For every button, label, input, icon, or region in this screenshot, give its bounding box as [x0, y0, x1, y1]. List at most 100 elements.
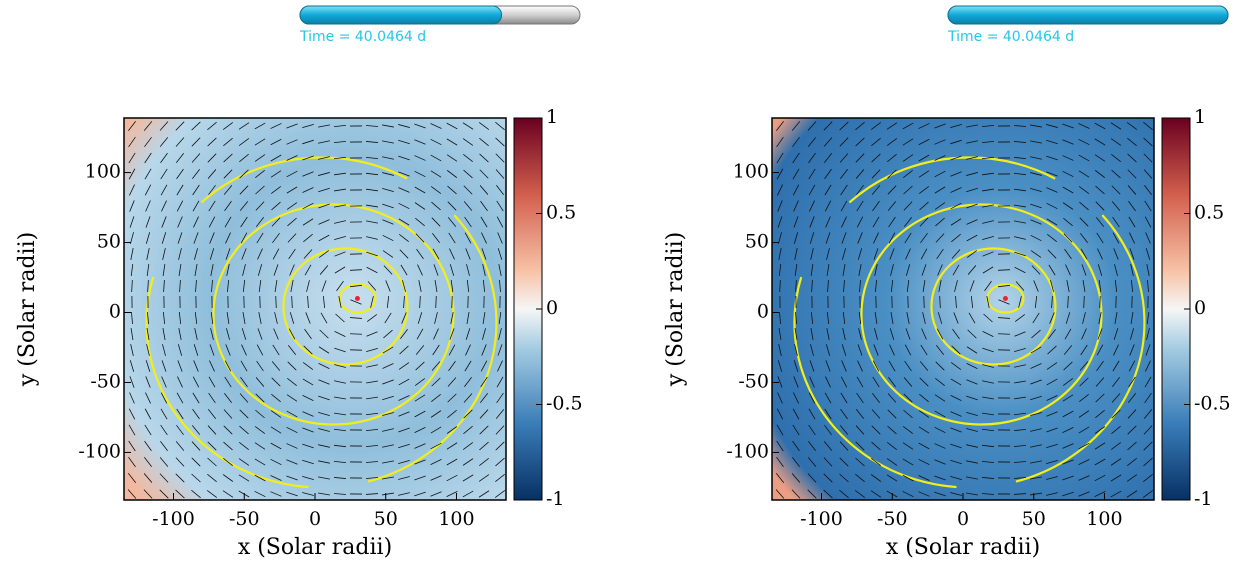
- velocity-arrow: [239, 425, 249, 435]
- velocity-arrow: [287, 233, 297, 243]
- velocity-arrow: [302, 476, 314, 480]
- velocity-arrow: [776, 440, 784, 452]
- velocity-arrow: [431, 377, 441, 387]
- velocity-arrow: [934, 459, 946, 465]
- velocity-arrow: [194, 328, 198, 340]
- velocity-arrow: [919, 377, 929, 387]
- velocity-arrow: [966, 172, 978, 176]
- velocity-arrow: [1129, 328, 1135, 340]
- velocity-arrow: [794, 344, 798, 356]
- velocity-arrow: [981, 428, 995, 432]
- velocity-arrow: [191, 153, 201, 163]
- velocity-arrow: [792, 408, 800, 420]
- velocity-arrow: [241, 248, 247, 260]
- velocity-arrow: [415, 217, 425, 227]
- contour: [145, 156, 498, 489]
- velocity-arrow: [256, 360, 264, 372]
- velocity-arrow: [464, 360, 472, 372]
- velocity-arrow: [449, 248, 455, 260]
- velocity-arrow: [175, 137, 185, 147]
- velocity-arrow: [934, 155, 946, 161]
- velocity-arrow: [775, 473, 785, 483]
- velocity-arrow: [163, 311, 165, 325]
- velocity-arrow: [966, 476, 978, 480]
- velocity-arrow: [318, 492, 330, 496]
- velocity-arrow: [480, 200, 488, 212]
- velocity-arrow: [967, 329, 977, 339]
- velocity-arrow: [1144, 376, 1152, 388]
- velocity-arrow: [826, 328, 830, 340]
- velocity-arrow: [1112, 216, 1120, 228]
- velocity-arrow: [382, 219, 394, 225]
- velocity-arrow: [808, 168, 816, 180]
- velocity-arrow: [417, 312, 423, 324]
- velocity-arrow: [398, 378, 410, 386]
- velocity-arrow: [982, 396, 994, 400]
- velocity-arrow: [223, 441, 233, 451]
- velocity-arrow: [430, 459, 442, 465]
- velocity-arrow: [794, 264, 798, 276]
- velocity-arrow: [335, 313, 345, 323]
- velocity-arrow: [130, 248, 134, 260]
- velocity-arrow: [886, 122, 898, 130]
- velocity-arrow: [1066, 280, 1070, 292]
- velocity-arrow: [242, 312, 246, 324]
- velocity-arrow: [257, 264, 263, 276]
- velocity-arrow: [1078, 491, 1090, 497]
- x-axis-label: x (Solar radii): [886, 535, 1040, 560]
- velocity-arrow: [950, 492, 962, 496]
- velocity-arrow: [1143, 409, 1153, 419]
- velocity-arrow: [1014, 314, 1026, 322]
- velocity-arrow: [887, 409, 897, 419]
- velocity-arrow: [1129, 344, 1135, 356]
- velocity-arrow: [1031, 265, 1041, 275]
- velocity-arrow: [480, 360, 488, 372]
- velocity-arrow: [430, 491, 442, 497]
- velocity-arrow: [1113, 248, 1119, 260]
- velocity-arrow: [319, 329, 329, 339]
- velocity-arrow: [242, 279, 246, 293]
- velocity-arrow: [823, 473, 833, 483]
- velocity-arrow: [365, 461, 379, 463]
- velocity-arrow: [1145, 232, 1151, 244]
- velocity-arrow: [1145, 360, 1151, 372]
- velocity-arrow: [191, 441, 201, 451]
- velocity-arrow: [129, 216, 135, 228]
- velocity-arrow: [303, 249, 313, 259]
- velocity-arrow: [211, 279, 213, 293]
- velocity-arrow: [1095, 377, 1105, 387]
- velocity-arrow: [793, 216, 799, 228]
- velocity-arrow: [258, 312, 262, 324]
- velocity-arrow: [777, 184, 783, 196]
- velocity-arrow: [825, 232, 831, 244]
- velocity-arrow: [791, 457, 801, 467]
- velocity-arrow: [225, 248, 231, 260]
- velocity-arrow: [905, 248, 911, 260]
- velocity-arrow: [223, 137, 233, 147]
- velocity-arrow: [462, 442, 474, 450]
- velocity-arrow: [1046, 476, 1058, 480]
- velocity-arrow: [447, 377, 457, 387]
- velocity-arrow: [370, 296, 374, 308]
- velocity-arrow: [858, 328, 862, 340]
- velocity-arrow: [1078, 170, 1090, 178]
- velocity-arrow: [128, 168, 136, 180]
- velocity-arrow: [255, 393, 265, 403]
- velocity-arrow: [288, 328, 296, 340]
- velocity-arrow: [382, 412, 394, 416]
- velocity-arrow: [1030, 124, 1042, 128]
- velocity-arrow: [398, 427, 410, 433]
- velocity-arrow: [416, 328, 424, 340]
- velocity-arrow: [479, 458, 489, 466]
- velocity-arrow: [302, 187, 314, 193]
- velocity-arrow: [1095, 217, 1105, 227]
- velocity-arrow: [890, 279, 894, 293]
- velocity-arrow: [382, 156, 394, 160]
- velocity-arrow: [145, 200, 151, 212]
- velocity-arrow: [449, 264, 455, 276]
- velocity-arrow: [176, 184, 184, 196]
- velocity-arrow: [143, 121, 153, 131]
- velocity-arrow: [1127, 393, 1137, 403]
- velocity-arrow: [1047, 345, 1057, 355]
- velocity-arrow: [383, 265, 393, 275]
